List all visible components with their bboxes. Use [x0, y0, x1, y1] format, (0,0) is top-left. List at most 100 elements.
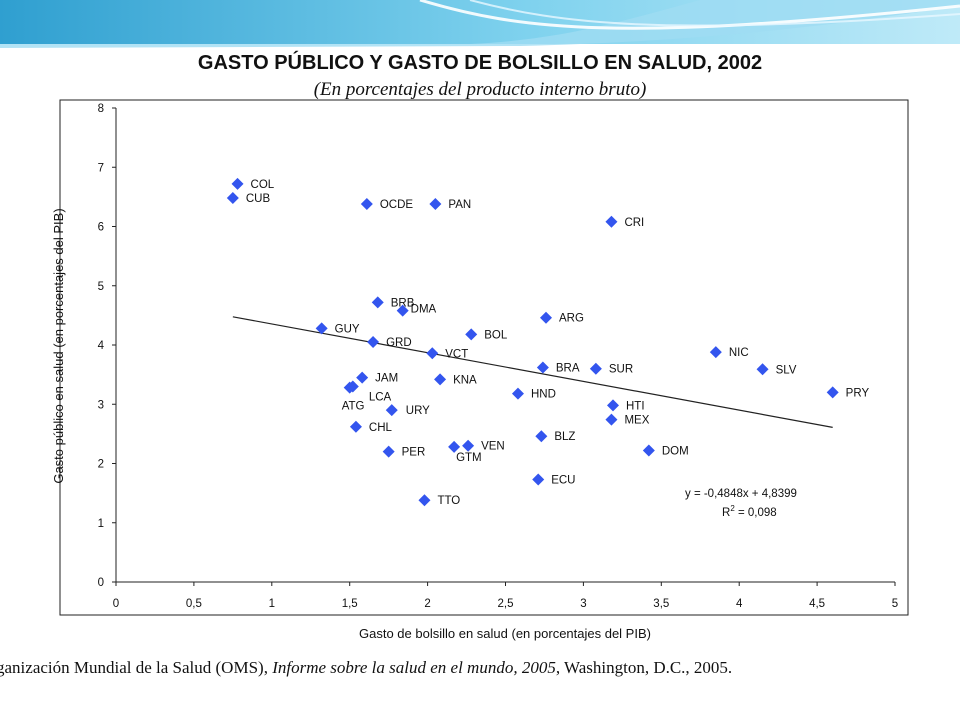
point-label-chl: CHL	[369, 422, 393, 434]
point-ven	[462, 439, 475, 452]
point-nic	[709, 346, 722, 359]
point-vct	[426, 347, 439, 360]
y-tick-label: 6	[98, 222, 104, 234]
point-dom	[642, 444, 655, 457]
y-tick-label: 3	[98, 399, 104, 411]
source-note: ganización Mundial de la Salud (OMS), In…	[0, 658, 732, 678]
point-cri	[605, 215, 618, 228]
r-squared-label: R2 = 0,098	[722, 504, 777, 519]
point-per	[382, 445, 395, 458]
point-tto	[418, 494, 431, 507]
point-label-jam: JAM	[375, 373, 398, 385]
point-label-slv: SLV	[776, 364, 797, 376]
point-hnd	[511, 387, 524, 400]
point-label-bra: BRA	[556, 363, 580, 375]
point-label-bol: BOL	[484, 329, 508, 341]
source-text-2: , Washington, D.C., 2005.	[555, 658, 733, 677]
point-label-pan: PAN	[448, 199, 471, 211]
point-label-hnd: HND	[531, 389, 556, 401]
point-bra	[536, 361, 549, 374]
point-label-ecu: ECU	[551, 474, 575, 486]
point-guy	[315, 322, 328, 335]
y-tick-label: 5	[98, 281, 104, 293]
point-dma	[396, 304, 409, 317]
source-text-1: ganización Mundial de la Salud (OMS),	[0, 658, 273, 677]
point-label-per: PER	[402, 447, 426, 459]
point-ecu	[532, 473, 545, 486]
point-label-gtm: GTM	[456, 452, 482, 464]
point-label-dma: DMA	[411, 304, 437, 316]
point-label-arg: ARG	[559, 313, 584, 325]
point-label-lca: LCA	[369, 391, 392, 403]
point-pan	[429, 197, 442, 210]
point-label-cub: CUB	[246, 193, 271, 205]
point-atg	[343, 381, 356, 394]
x-tick-label: 3,5	[653, 598, 669, 610]
x-tick-label: 1,5	[342, 598, 358, 610]
point-slv	[756, 363, 769, 376]
x-tick-label: 1	[269, 598, 275, 610]
x-axis-label: Gasto de bolsillo en salud (en porcentaj…	[359, 626, 651, 641]
point-label-nic: NIC	[729, 347, 749, 359]
trendline-segment	[232, 316, 833, 428]
point-mex	[605, 413, 618, 426]
x-tick-label: 4	[736, 598, 743, 610]
point-label-grd: GRD	[386, 337, 412, 349]
point-bol	[465, 328, 478, 341]
point-label-blz: BLZ	[554, 431, 575, 443]
point-label-ocde: OCDE	[380, 199, 414, 211]
point-label-pry: PRY	[846, 387, 870, 399]
x-tick-label: 3	[580, 598, 586, 610]
point-label-col: COL	[251, 179, 275, 191]
outer-frame	[59, 99, 909, 616]
point-jam	[356, 371, 369, 384]
point-chl	[349, 420, 362, 433]
y-axis-label: Gasto público en salud (en porcentajes d…	[51, 208, 66, 484]
x-tick-label: 5	[892, 598, 898, 610]
point-blz	[535, 430, 548, 443]
point-label-tto: TTO	[437, 495, 460, 507]
point-sur	[589, 362, 602, 375]
y-tick-label: 2	[98, 459, 104, 471]
point-label-hti: HTI	[626, 400, 645, 412]
y-tick-label: 1	[98, 518, 104, 530]
r2-letter: R	[722, 507, 730, 519]
point-kna	[434, 373, 447, 386]
point-label-brb: BRB	[391, 297, 415, 309]
y-tick-label: 0	[98, 577, 104, 589]
point-label-dom: DOM	[662, 445, 689, 457]
point-cub	[226, 192, 239, 205]
point-grd	[367, 336, 380, 349]
point-gtm	[448, 440, 461, 453]
x-tick-label: 2,5	[498, 598, 514, 610]
y-tick-label: 4	[98, 340, 105, 352]
axes: 0 0,5 1 1,5 2 2,5 3 3,5 4 4,5 5 0 1 2 3 4 5 6 7 8	[98, 103, 899, 610]
trendline	[232, 316, 833, 428]
point-brb	[371, 296, 384, 309]
point-label-sur: SUR	[609, 364, 633, 376]
point-label-guy: GUY	[335, 323, 360, 335]
x-tick-label: 0	[113, 598, 119, 610]
point-label-vct: VCT	[445, 348, 468, 360]
point-label-ven: VEN	[481, 441, 505, 453]
x-tick-label: 0,5	[186, 598, 202, 610]
header-banner	[0, 0, 960, 48]
x-tick-label: 4,5	[809, 598, 825, 610]
point-label-atg: ATG	[342, 401, 365, 413]
r2-superscript: 2	[730, 504, 735, 513]
point-label-ury: URY	[406, 405, 430, 417]
regression-equation: y = -0,4848x + 4,8399	[685, 488, 797, 500]
point-col	[231, 177, 244, 190]
chart-subtitle: (En porcentajes del producto interno bru…	[313, 79, 647, 100]
chart-title: GASTO PÚBLICO Y GASTO DE BOLSILLO EN SAL…	[197, 52, 763, 74]
y-tick-label: 8	[98, 103, 104, 115]
source-report-title: Informe sobre la salud en el mundo, 2005	[272, 658, 556, 677]
point-label-kna: KNA	[453, 374, 477, 386]
r2-value: = 0,098	[735, 507, 777, 519]
point-label-cri: CRI	[624, 217, 644, 229]
point-ury	[385, 404, 398, 417]
x-tick-label: 2	[424, 598, 430, 610]
point-arg	[540, 311, 553, 324]
